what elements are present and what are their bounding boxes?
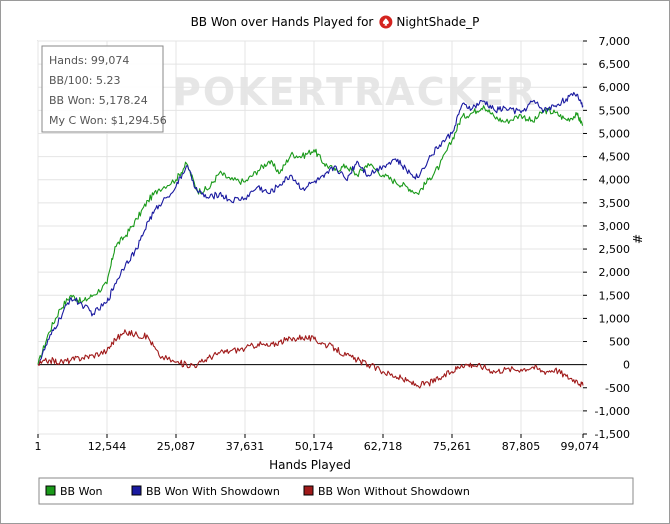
x-tick-label: 50,174 (295, 440, 334, 453)
y-tick-label: 5,500 (599, 104, 631, 117)
legend-swatch (131, 485, 142, 496)
y-axis-ticks: -1,500 -1,000 -500 0 500 1,000 1,500 2,000 2,500… (583, 35, 630, 441)
y-tick-label: 3,500 (599, 197, 631, 210)
series-line (37, 105, 583, 365)
y-tick-label: 2,000 (599, 266, 631, 279)
x-tick-label: 12,544 (88, 440, 127, 453)
poker-spade-icon (379, 15, 393, 29)
legend-swatch (45, 485, 56, 496)
y-tick-label: -1,000 (595, 405, 630, 418)
legend-label: BB Won Without Showdown (318, 485, 470, 498)
series-line (37, 329, 584, 389)
x-tick-label: 37,631 (226, 440, 265, 453)
legend-label: BB Won (60, 485, 103, 498)
y-tick-label: 2,500 (599, 243, 631, 256)
series-line (38, 91, 584, 366)
x-axis-ticks: 1 12,544 25,087 37,631 50,174 62,718 75,261 87,… (35, 434, 600, 453)
legend-swatch (303, 485, 314, 496)
x-tick-label: 1 (35, 440, 42, 453)
x-tick-label: 25,087 (157, 440, 196, 453)
y-tick-label: 500 (609, 336, 630, 349)
x-tick-label: 99,074 (561, 440, 600, 453)
y-tick-label: 1,000 (599, 312, 631, 325)
y-tick-label: -500 (605, 382, 630, 395)
stats-my-c-won: My C Won: $1,294.56 (49, 114, 167, 127)
x-axis-label: Hands Played (269, 458, 351, 472)
y-axis-label: # (631, 234, 645, 244)
y-tick-label: 4,000 (599, 174, 631, 187)
series-layer (37, 91, 584, 389)
chart-title-prefix: BB Won over Hands Played for (191, 15, 374, 29)
x-tick-label: 75,261 (433, 440, 472, 453)
player-name: NightShade_P (396, 15, 479, 29)
y-tick-label: 0 (623, 359, 630, 372)
chart-title: BB Won over Hands Played for (191, 15, 374, 29)
y-tick-label: 7,000 (599, 35, 631, 48)
legend-item: BB Won With Showdown (131, 485, 280, 498)
stats-bb100: BB/100: 5.23 (49, 74, 121, 87)
legend: BB Won BB Won With Showdown BB Won Without… (38, 477, 634, 505)
y-tick-label: 3,000 (599, 220, 631, 233)
y-tick-label: -1,500 (595, 428, 630, 441)
legend-item: BB Won (45, 485, 103, 498)
stats-bb-won: BB Won: 5,178.24 (49, 94, 148, 107)
x-tick-label: 87,805 (502, 440, 541, 453)
y-tick-label: 6,000 (599, 81, 631, 94)
y-tick-label: 1,500 (599, 289, 631, 302)
y-tick-label: 5,000 (599, 127, 631, 140)
y-tick-label: 6,500 (599, 58, 631, 71)
x-tick-label: 62,718 (364, 440, 403, 453)
legend-label: BB Won With Showdown (146, 485, 280, 498)
legend-item: BB Won Without Showdown (303, 485, 470, 498)
stats-hands: Hands: 99,074 (49, 54, 129, 67)
y-tick-label: 4,500 (599, 151, 631, 164)
stats-box: Hands: 99,074 BB/100: 5.23 BB Won: 5,178… (41, 45, 167, 133)
